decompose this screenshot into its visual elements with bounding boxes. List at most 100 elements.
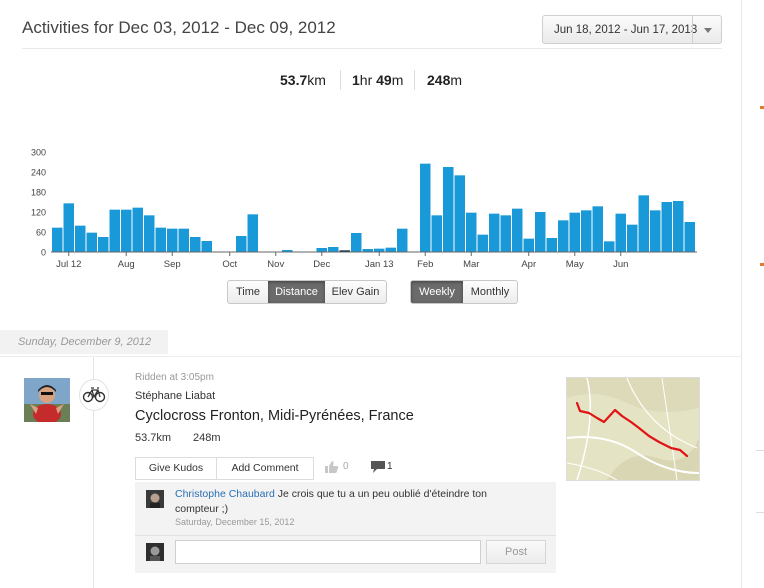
chart-bar[interactable] — [650, 210, 661, 252]
chart-bar[interactable] — [661, 202, 673, 252]
chart-bar[interactable] — [339, 250, 351, 252]
x-tick-label: Jan 13 — [365, 259, 394, 270]
chart-bar[interactable] — [351, 233, 362, 252]
y-tick-label: 120 — [31, 208, 46, 218]
chart-bar[interactable] — [615, 213, 627, 252]
chart-bar[interactable] — [282, 250, 293, 252]
chart-bar[interactable] — [86, 232, 98, 252]
activity-map-thumbnail[interactable] — [566, 377, 700, 481]
chart-bar[interactable] — [178, 228, 190, 252]
chart-bar[interactable] — [75, 225, 86, 252]
stat-elevation-unit: m — [450, 72, 463, 88]
comment-icon[interactable] — [371, 461, 385, 473]
chart-bar[interactable] — [190, 237, 201, 252]
period-toggle: Weekly Monthly — [410, 280, 518, 304]
give-kudos-button[interactable]: Give Kudos — [136, 458, 217, 479]
chart-bar[interactable] — [316, 248, 328, 252]
comment-divider — [135, 535, 556, 536]
date-range-select[interactable]: Jun 18, 2012 - Jun 17, 2013 — [542, 15, 722, 44]
chart-bar[interactable] — [98, 237, 109, 252]
tab-weekly[interactable]: Weekly — [411, 281, 463, 303]
feed-divider — [0, 356, 741, 357]
chart-bar[interactable] — [569, 212, 581, 252]
chart-bar[interactable] — [385, 247, 397, 252]
x-tick-label: Feb — [417, 259, 433, 270]
add-comment-button[interactable]: Add Comment — [231, 462, 299, 474]
chart-bar[interactable] — [63, 203, 75, 252]
stat-distance-value: 53.7 — [280, 72, 308, 88]
tab-elev-gain[interactable]: Elev Gain — [331, 286, 380, 298]
avatar[interactable] — [24, 378, 70, 422]
chart-bar[interactable] — [546, 238, 558, 252]
feed-timeline — [93, 357, 94, 588]
current-user-photo — [146, 543, 164, 561]
chart-bar[interactable] — [328, 247, 339, 252]
chart-bar[interactable] — [558, 220, 569, 252]
tab-monthly[interactable]: Monthly — [470, 286, 510, 298]
x-tick-label: Jul 12 — [56, 259, 81, 270]
x-tick-label: Dec — [313, 259, 330, 270]
chart-bar[interactable] — [144, 215, 155, 252]
chart-bar[interactable] — [247, 214, 259, 252]
stat-divider — [414, 70, 415, 90]
chart-bar[interactable] — [132, 207, 144, 252]
comment-author[interactable]: Christophe Chaubard — [175, 488, 275, 500]
activity-elevation: 248m — [193, 432, 221, 444]
y-tick-label: 60 — [36, 228, 46, 238]
chart-bar[interactable] — [52, 227, 63, 252]
chart-bar[interactable] — [397, 228, 408, 252]
chart-bar[interactable] — [673, 201, 684, 252]
stat-elevation-value: 248 — [427, 72, 451, 88]
side-accent — [760, 106, 764, 109]
chart-bar[interactable] — [466, 212, 477, 252]
thumbs-up-icon[interactable] — [324, 460, 340, 474]
x-tick-label: Sep — [164, 259, 181, 270]
chart-bar[interactable] — [638, 195, 650, 252]
chart-bar[interactable] — [121, 209, 132, 252]
chart-bar[interactable] — [374, 248, 385, 252]
chart-bar[interactable] — [362, 249, 374, 252]
chart-bar[interactable] — [604, 241, 615, 252]
chart-bar[interactable] — [581, 210, 592, 252]
chart-bar[interactable] — [592, 206, 604, 252]
commenter-avatar[interactable] — [146, 490, 164, 508]
comment-input[interactable] — [175, 540, 481, 564]
chart-bar[interactable] — [155, 227, 167, 252]
right-column-divider — [741, 0, 742, 588]
chart-bar[interactable] — [627, 224, 638, 252]
comment-section: Christophe Chaubard Je crois que tu a un… — [135, 482, 556, 573]
x-tick-label: May — [566, 259, 584, 270]
weekly-distance-chart: 300 240 180 120 60 0 Jul 12 Aug Sep Oct Nov Dec Jan… — [31, 148, 697, 270]
tab-time[interactable]: Time — [235, 286, 261, 298]
activity-title[interactable]: Cyclocross Fronton, Midi-Pyrénées, Franc… — [135, 408, 414, 424]
stat-time: 1hr 49m — [352, 72, 403, 88]
chart-bar[interactable] — [523, 238, 535, 252]
x-tick-label: Apr — [521, 259, 536, 270]
chart-bar[interactable] — [500, 215, 512, 252]
weekly-stats: 53.7km 1hr 49m 248m — [266, 70, 476, 90]
y-tick-label: 180 — [31, 188, 46, 198]
metric-toggle: Time Distance Elev Gain — [227, 280, 387, 304]
chart-bar[interactable] — [109, 209, 121, 252]
chart-bar[interactable] — [431, 215, 443, 252]
chart-bar[interactable] — [512, 208, 523, 252]
chart-bar[interactable] — [443, 167, 454, 252]
chart-bar[interactable] — [420, 163, 431, 252]
chevron-down-icon[interactable] — [704, 28, 712, 33]
chart-bar[interactable] — [454, 175, 466, 252]
chart-bar[interactable] — [236, 236, 247, 252]
athlete-photo — [24, 378, 70, 422]
chart-bar[interactable] — [477, 234, 489, 252]
chart-bar[interactable] — [535, 212, 546, 252]
chart-bar[interactable] — [201, 241, 213, 252]
commenter-photo — [146, 490, 164, 508]
athlete-name[interactable]: Stéphane Liabat — [135, 390, 216, 402]
stat-minutes-unit: m — [391, 72, 404, 88]
chart-bar[interactable] — [684, 222, 696, 252]
chart-bar[interactable] — [489, 213, 500, 252]
chart-bar[interactable] — [167, 228, 178, 252]
stat-hours-unit: hr — [359, 72, 373, 88]
y-tick-label: 240 — [31, 168, 46, 178]
tab-distance[interactable]: Distance — [268, 281, 325, 303]
post-button[interactable]: Post — [486, 540, 546, 564]
